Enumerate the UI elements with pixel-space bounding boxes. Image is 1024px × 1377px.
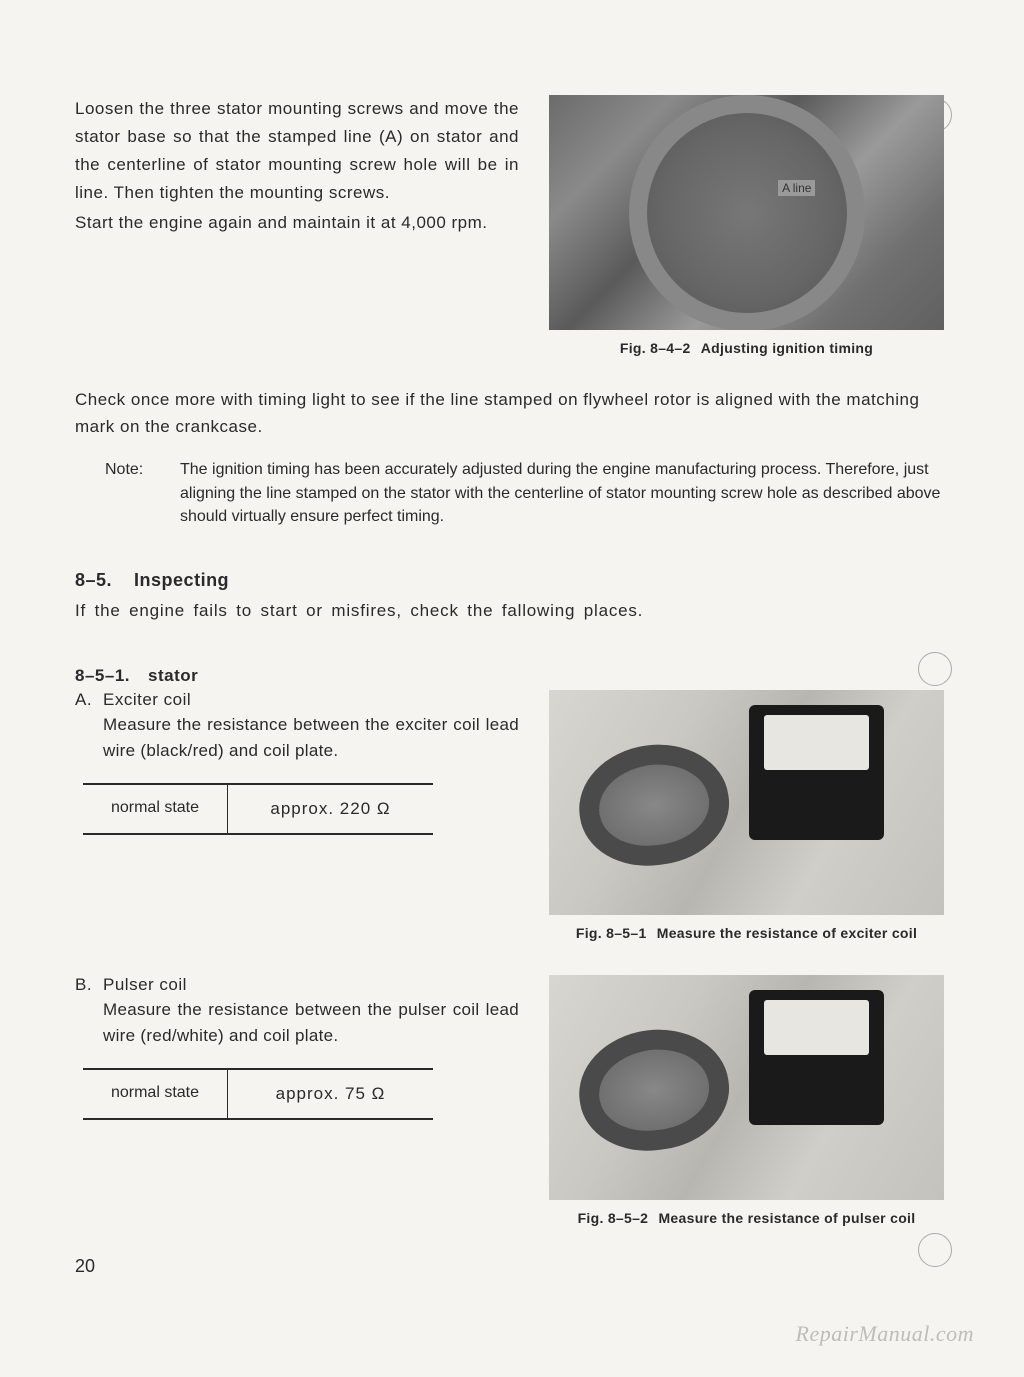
exciter-spec-table: normal state approx. 220 Ω (83, 783, 433, 835)
heading-8-5: 8–5. Inspecting (75, 570, 944, 591)
figure-caption-text: Measure the resistance of exciter coil (657, 925, 917, 941)
coil-illustration (571, 735, 736, 875)
list-letter: A. (75, 690, 103, 710)
note-label: Note: (75, 458, 180, 528)
page-number: 20 (75, 1256, 95, 1277)
spec-value: approx. 75 Ω (228, 1070, 433, 1118)
figure-caption: Fig. 8–5–1 Measure the resistance of exc… (549, 925, 944, 941)
coil-a-description: Measure the resistance between the excit… (75, 712, 519, 765)
heading-8-5-1: 8–5–1. stator (75, 666, 944, 686)
punch-hole-mark (918, 652, 952, 686)
check-paragraph: Check once more with timing light to see… (75, 386, 944, 440)
figure-caption: Fig. 8–5–2 Measure the resistance of pul… (549, 1210, 944, 1226)
figure-caption-prefix: Fig. 8–5–2 (578, 1210, 649, 1226)
pulser-coil-text: B.Pulser coil Measure the resistance bet… (75, 975, 519, 1226)
spec-label: normal state (83, 1070, 228, 1118)
coil-illustration (571, 1020, 736, 1160)
figure-caption-prefix: Fig. 8–5–1 (576, 925, 647, 941)
coil-b-description: Measure the resistance between the pulse… (75, 997, 519, 1050)
section-8-5-body: If the engine fails to start or misfires… (75, 597, 944, 624)
coil-name: Pulser coil (103, 975, 187, 994)
punch-hole-mark (918, 1233, 952, 1267)
figure-caption-text: Measure the resistance of pulser coil (658, 1210, 915, 1226)
figure-caption: Fig. 8–4–2 Adjusting ignition timing (549, 340, 944, 356)
list-letter: B. (75, 975, 103, 995)
exciter-coil-block: A.Exciter coil Measure the resistance be… (75, 690, 944, 941)
heading-number: 8–5–1. (75, 666, 130, 685)
pulser-spec-table: normal state approx. 75 Ω (83, 1068, 433, 1120)
figure-image (549, 690, 944, 915)
figure-8-5-1: Fig. 8–5–1 Measure the resistance of exc… (549, 690, 944, 941)
coil-a-heading: A.Exciter coil (75, 690, 519, 710)
figure-image: A line (549, 95, 944, 330)
paragraph: Start the engine again and maintain it a… (75, 209, 519, 237)
exciter-coil-text: A.Exciter coil Measure the resistance be… (75, 690, 519, 941)
watermark: RepairManual.com (796, 1321, 974, 1347)
intro-row: Loosen the three stator mounting screws … (75, 95, 944, 356)
spec-value: approx. 220 Ω (228, 785, 433, 833)
figure-8-5-2: Fig. 8–5–2 Measure the resistance of pul… (549, 975, 944, 1226)
heading-title: Inspecting (134, 570, 229, 590)
figure-image (549, 975, 944, 1200)
figure-8-4-2: A line Fig. 8–4–2 Adjusting ignition tim… (549, 95, 944, 356)
coil-b-heading: B.Pulser coil (75, 975, 519, 995)
spec-label: normal state (83, 785, 228, 833)
paragraph: Loosen the three stator mounting screws … (75, 95, 519, 207)
pulser-coil-block: B.Pulser coil Measure the resistance bet… (75, 975, 944, 1226)
figure-callout-label: A line (778, 180, 815, 196)
intro-text: Loosen the three stator mounting screws … (75, 95, 519, 356)
coil-name: Exciter coil (103, 690, 191, 709)
heading-number: 8–5. (75, 570, 112, 590)
note-block: Note: The ignition timing has been accur… (75, 458, 944, 528)
figure-caption-prefix: Fig. 8–4–2 (620, 340, 691, 356)
heading-title: stator (148, 666, 198, 685)
note-body: The ignition timing has been accurately … (180, 458, 944, 528)
figure-caption-text: Adjusting ignition timing (701, 340, 873, 356)
